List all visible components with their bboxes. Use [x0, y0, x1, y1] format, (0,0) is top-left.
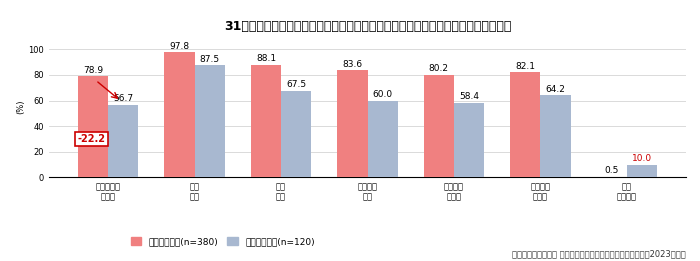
Bar — [626, 165, 657, 177]
Text: 60.0: 60.0 — [372, 90, 393, 99]
Bar — [164, 52, 195, 177]
Text: 82.1: 82.1 — [515, 62, 536, 71]
Title: 31分以上の外出時における戸締りの場所　防犯意識の有無による比較（複数回答）: 31分以上の外出時における戸締りの場所 防犯意識の有無による比較（複数回答） — [224, 20, 511, 33]
Text: 積水ハウス株式会社 住生活研究所「自宅における防犯調査（2023年）」: 積水ハウス株式会社 住生活研究所「自宅における防犯調査（2023年）」 — [512, 250, 686, 258]
Bar — [195, 65, 225, 177]
Text: 64.2: 64.2 — [545, 85, 566, 94]
Bar — [368, 100, 398, 177]
Bar — [540, 95, 570, 177]
Legend: 防犯意識あり(n=380), 防犯意識なし(n=120): 防犯意識あり(n=380), 防犯意識なし(n=120) — [130, 237, 315, 246]
Bar — [281, 91, 312, 177]
Bar — [454, 103, 484, 177]
Text: 80.2: 80.2 — [429, 64, 449, 73]
Text: 88.1: 88.1 — [256, 54, 276, 63]
Text: 10.0: 10.0 — [632, 154, 652, 163]
Bar — [337, 70, 368, 177]
Text: 67.5: 67.5 — [286, 80, 307, 90]
Text: 58.4: 58.4 — [459, 92, 479, 101]
Bar — [251, 65, 281, 177]
Text: 83.6: 83.6 — [342, 60, 363, 69]
Bar — [108, 105, 139, 177]
Text: 97.8: 97.8 — [169, 42, 190, 51]
Text: 87.5: 87.5 — [199, 55, 220, 64]
Text: 0.5: 0.5 — [605, 166, 619, 175]
Text: -22.2: -22.2 — [78, 134, 106, 144]
Bar — [510, 72, 540, 177]
Text: 78.9: 78.9 — [83, 66, 103, 75]
Y-axis label: (%): (%) — [17, 100, 26, 114]
Text: 56.7: 56.7 — [113, 94, 134, 103]
Bar — [78, 76, 108, 177]
Bar — [424, 75, 454, 177]
